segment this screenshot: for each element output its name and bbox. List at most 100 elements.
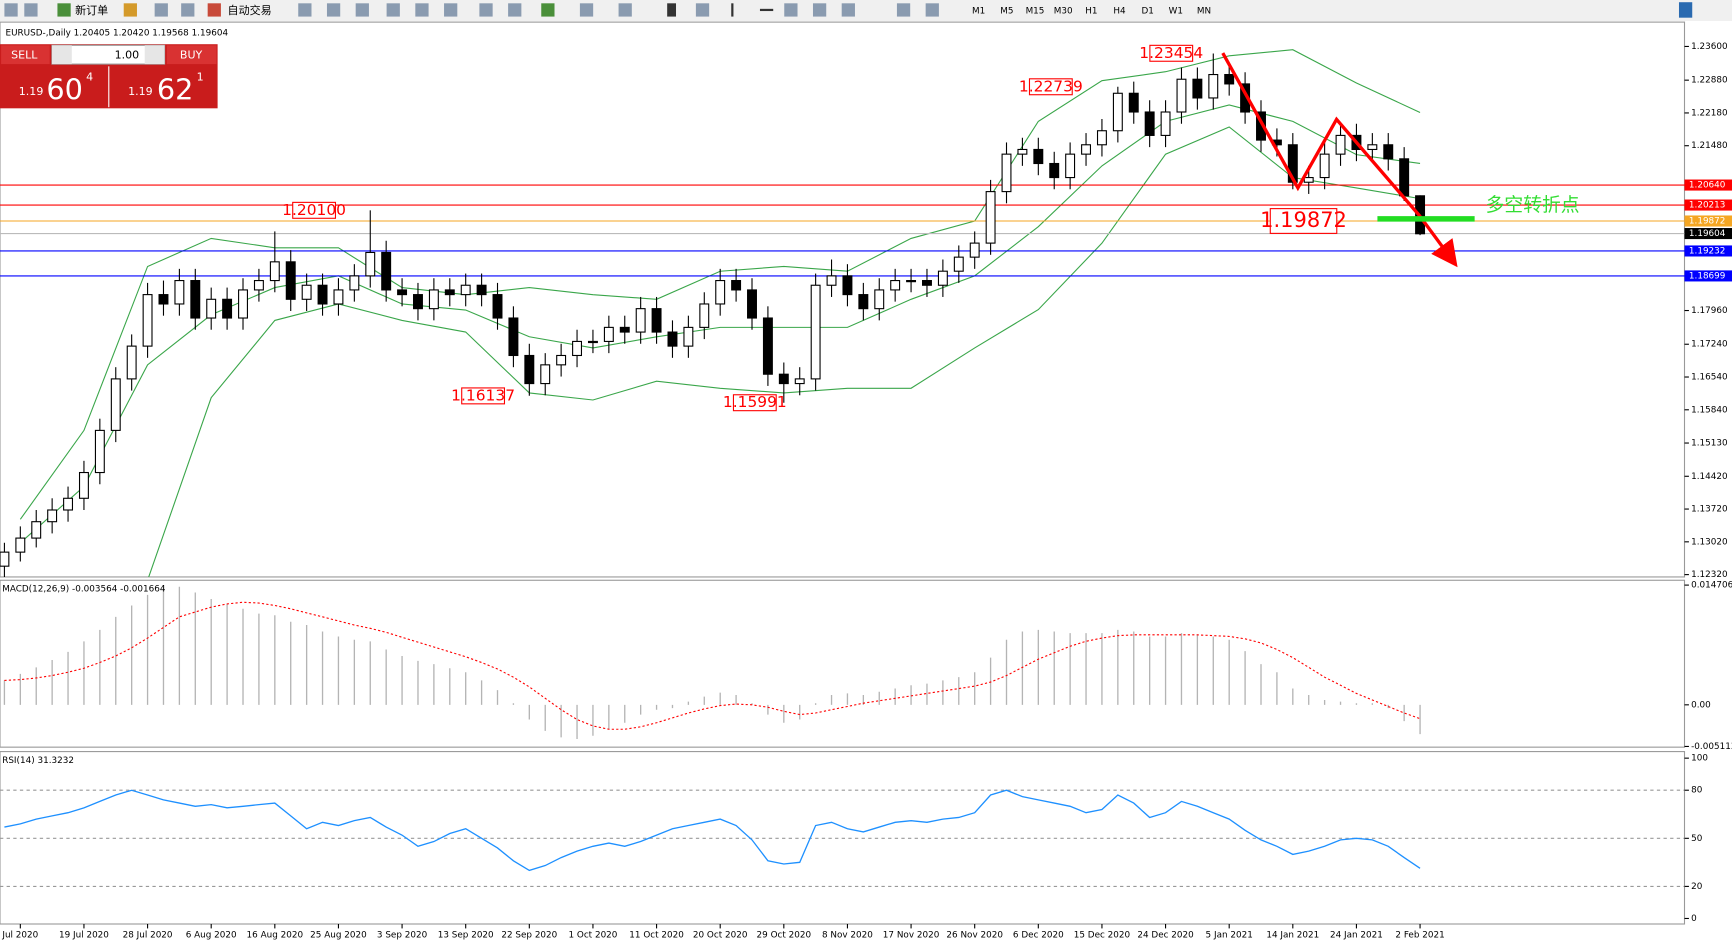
sell-price-pip[interactable]: 4 [86, 71, 93, 84]
y-tick-label: 1.12320 [1691, 570, 1728, 580]
candle-body [253, 280, 264, 291]
lot-up[interactable] [144, 45, 165, 65]
buy-button[interactable] [166, 45, 217, 65]
price-tag [1684, 228, 1732, 240]
y-tick-label: 1.16540 [1691, 373, 1728, 383]
timeframe-button[interactable]: M30 [1054, 7, 1073, 17]
candle-body [906, 280, 917, 283]
candle-body [460, 284, 471, 296]
candle-body [587, 340, 598, 344]
timeframe-button[interactable]: W1 [1169, 7, 1183, 17]
price-tag-label: 1.19232 [1689, 246, 1726, 256]
candle-body [15, 537, 26, 553]
price-annotation: 1.20100 [282, 201, 346, 219]
price-pane [0, 21, 1686, 578]
candle-body [747, 289, 757, 319]
candle-body [1287, 144, 1298, 183]
candle-body [397, 289, 408, 296]
timeframe-button[interactable]: M5 [1000, 7, 1013, 17]
candle-body [476, 284, 487, 296]
timeframe-button[interactable]: M1 [972, 7, 985, 17]
candle-body [126, 345, 137, 380]
lot-down[interactable] [51, 45, 72, 65]
candle-body [1224, 73, 1235, 85]
y-tick-label: 100 [1691, 754, 1708, 764]
candle-body [890, 280, 901, 291]
candle-body [1367, 144, 1378, 151]
candle-body [31, 521, 42, 539]
candle-body [826, 275, 837, 286]
buy-price-big[interactable]: 1.19 [128, 85, 153, 98]
buy-price-main[interactable]: 62 [157, 72, 194, 106]
candle-body [269, 261, 280, 282]
candle-body [1192, 78, 1203, 99]
x-tick-label: 13 Sep 2020 [438, 931, 494, 941]
candle-body [492, 294, 503, 319]
x-tick-label: 19 Jul 2020 [59, 931, 109, 941]
y-tick-label: 1.13020 [1691, 537, 1728, 547]
candle-body [1256, 111, 1266, 141]
timeframe-button[interactable]: D1 [1141, 7, 1153, 17]
y-tick-label: 0.00 [1691, 700, 1711, 710]
candle-body [603, 326, 614, 342]
y-tick-label: 20 [1691, 882, 1703, 892]
x-tick-label: 16 Aug 2020 [247, 931, 304, 941]
x-tick-label: 28 Jul 2020 [123, 931, 173, 941]
candle-body [810, 284, 821, 380]
candle-body [94, 429, 105, 474]
rsi-line [4, 789, 1421, 872]
candle-body [556, 354, 567, 366]
candle-body [858, 294, 869, 310]
price-annotation: 1.19872 [1260, 208, 1347, 232]
candle-body [922, 280, 932, 286]
candle-body [1033, 148, 1044, 165]
macd-plot [3, 585, 1421, 740]
price-tag [1684, 179, 1732, 191]
timeframe-button[interactable]: M15 [1026, 7, 1045, 17]
timeframe-button[interactable]: MN [1197, 7, 1211, 17]
timeframe-button[interactable]: H1 [1085, 7, 1097, 17]
candle-body [1017, 148, 1028, 155]
auto-trading-button[interactable]: 自动交易 [228, 3, 272, 17]
buy-price-pip[interactable]: 1 [197, 71, 204, 84]
candle-body [524, 354, 535, 385]
timeframe-button[interactable]: H4 [1113, 7, 1126, 17]
x-tick-label: 8 Nov 2020 [822, 931, 873, 941]
candle-body [333, 289, 344, 305]
sell-label[interactable]: SELL [11, 48, 38, 61]
candle-body [0, 551, 10, 567]
x-tick-label: 25 Aug 2020 [310, 931, 367, 941]
x-tick-label: 14 Jan 2021 [1266, 931, 1319, 941]
candle-body [635, 308, 646, 333]
lot-value[interactable]: 1.00 [115, 48, 140, 61]
y-tick-label: 1.17960 [1691, 306, 1728, 316]
candle-body [619, 326, 630, 333]
candle-body [317, 284, 328, 305]
price-tag [1684, 199, 1732, 211]
candle-body [349, 275, 360, 291]
y-tick-label: 0.014706 [1691, 581, 1732, 591]
sell-button[interactable] [1, 45, 50, 65]
macd-title: MACD(12,26,9) -0.003564 -0.001664 [2, 585, 166, 595]
price-tag-label: 1.20640 [1689, 181, 1726, 191]
x-tick-label: 1 Oct 2020 [568, 931, 617, 941]
y-tick-label: 1.13720 [1691, 505, 1728, 515]
timeframe-bar: M1 M5 M15 M30 H1 H4 D1 W1 MN [972, 7, 1211, 17]
candle-body [1160, 111, 1171, 136]
sell-price-big[interactable]: 1.19 [19, 85, 44, 98]
sell-price-main[interactable]: 60 [46, 72, 83, 106]
candle-body [1399, 158, 1410, 197]
price-annotation-box [1269, 208, 1338, 234]
candle-body [47, 509, 58, 523]
price-tag [1684, 245, 1732, 257]
candle-body [1335, 134, 1346, 155]
new-order-button[interactable]: 新订单 [75, 3, 108, 17]
y-tick-label: 1.15130 [1691, 439, 1728, 449]
candle-body [1096, 130, 1107, 146]
price-tag-label: 1.19872 [1689, 217, 1726, 227]
price-tag [1684, 215, 1732, 227]
buy-label[interactable]: BUY [180, 48, 203, 61]
x-tick-label: 24 Jan 2021 [1330, 931, 1383, 941]
candle-body [1081, 144, 1092, 155]
y-tick-label: 1.17240 [1691, 340, 1728, 350]
